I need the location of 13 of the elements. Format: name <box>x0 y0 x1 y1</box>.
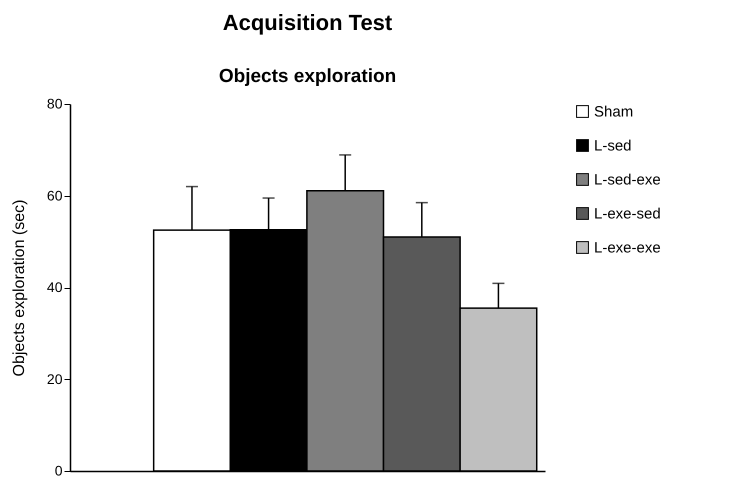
y-tick-label: 80 <box>46 96 63 112</box>
legend-label: L-sed <box>594 138 632 154</box>
legend-label: Sham <box>594 104 634 120</box>
y-axis-title: Objects exploration (sec) <box>10 200 28 376</box>
chart-title: Acquisition Test <box>222 10 393 35</box>
y-tick-label: 20 <box>46 370 63 387</box>
chart-subtitle: Objects exploration <box>218 66 396 87</box>
y-tick-label: 60 <box>46 187 63 204</box>
legend-label: L-sed-exe <box>594 172 661 188</box>
legend-label: L-exe-sed <box>594 206 661 222</box>
y-tick-label: 40 <box>46 279 63 295</box>
legend-label: L-exe-exe <box>594 240 661 256</box>
y-tick-label: 0 <box>54 462 63 478</box>
